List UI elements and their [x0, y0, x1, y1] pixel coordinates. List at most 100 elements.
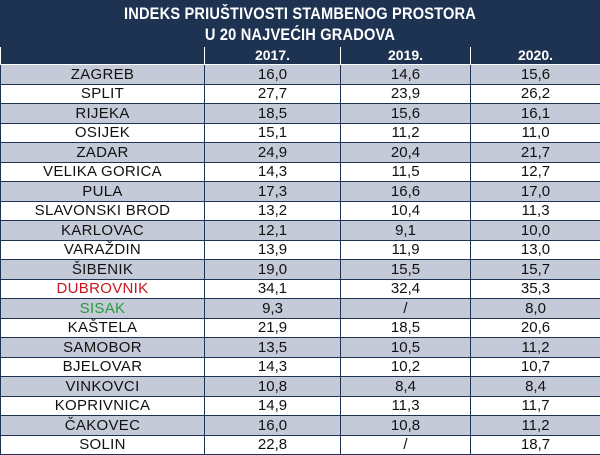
value-2019-cell: 10,8 — [341, 416, 471, 436]
value-2017-cell: 16,0 — [205, 416, 341, 436]
city-cell: KARLOVAC — [1, 221, 205, 241]
value-2017-cell: 13,5 — [205, 338, 341, 358]
city-cell: ČAKOVEC — [1, 416, 205, 436]
city-cell: ŠIBENIK — [1, 260, 205, 280]
value-2020-cell: 12,7 — [471, 162, 600, 182]
value-2017-cell: 15,1 — [205, 123, 341, 143]
value-2020-cell: 17,0 — [471, 182, 600, 202]
value-2019-cell: 32,4 — [341, 279, 471, 299]
value-2017-cell: 27,7 — [205, 84, 341, 104]
city-cell: KAŠTELA — [1, 318, 205, 338]
value-2017-cell: 14,9 — [205, 396, 341, 416]
city-cell: SLAVONSKI BROD — [1, 201, 205, 221]
value-2019-cell: 14,6 — [341, 65, 471, 85]
city-cell: SOLIN — [1, 435, 205, 455]
value-2020-cell: 10,7 — [471, 357, 600, 377]
column-header-2017: 2017. — [205, 47, 341, 65]
value-2017-cell: 10,8 — [205, 377, 341, 397]
value-2020-cell: 8,0 — [471, 299, 600, 319]
value-2020-cell: 21,7 — [471, 143, 600, 163]
value-2020-cell: 16,1 — [471, 104, 600, 124]
value-2020-cell: 13,0 — [471, 240, 600, 260]
value-2017-cell: 9,3 — [205, 299, 341, 319]
title-line-2: U 20 NAJVEĆIH GRADOVA — [42, 24, 558, 45]
city-cell: DUBROVNIK — [1, 279, 205, 299]
city-cell: SISAK — [1, 299, 205, 319]
city-cell: SAMOBOR — [1, 338, 205, 358]
value-2019-cell: 10,2 — [341, 357, 471, 377]
value-2017-cell: 13,2 — [205, 201, 341, 221]
city-cell: KOPRIVNICA — [1, 396, 205, 416]
value-2019-cell: 11,5 — [341, 162, 471, 182]
value-2020-cell: 18,7 — [471, 435, 600, 455]
value-2017-cell: 12,1 — [205, 221, 341, 241]
city-cell: PULA — [1, 182, 205, 202]
value-2019-cell: 11,2 — [341, 123, 471, 143]
value-2019-cell: 10,4 — [341, 201, 471, 221]
city-cell: BJELOVAR — [1, 357, 205, 377]
value-2019-cell: 9,1 — [341, 221, 471, 241]
value-2017-cell: 21,9 — [205, 318, 341, 338]
city-cell: ZADAR — [1, 143, 205, 163]
value-2020-cell: 35,3 — [471, 279, 600, 299]
value-2020-cell: 11,0 — [471, 123, 600, 143]
value-2017-cell: 13,9 — [205, 240, 341, 260]
table-title: INDEKS PRIUŠTIVOSTI STAMBENOG PROSTORA U… — [0, 0, 600, 47]
value-2020-cell: 11,3 — [471, 201, 600, 221]
value-2019-cell: 11,3 — [341, 396, 471, 416]
value-2020-cell: 20,6 — [471, 318, 600, 338]
value-2017-cell: 16,0 — [205, 65, 341, 85]
value-2017-cell: 14,3 — [205, 357, 341, 377]
value-2020-cell: 15,6 — [471, 65, 600, 85]
city-cell: ZAGREB — [1, 65, 205, 85]
value-2017-cell: 18,5 — [205, 104, 341, 124]
city-cell: VARAŽDIN — [1, 240, 205, 260]
city-cell: VELIKA GORICA — [1, 162, 205, 182]
value-2019-cell: 8,4 — [341, 377, 471, 397]
value-2020-cell: 15,7 — [471, 260, 600, 280]
city-cell: OSIJEK — [1, 123, 205, 143]
city-cell: RIJEKA — [1, 104, 205, 124]
column-header-city — [1, 47, 205, 65]
value-2017-cell: 24,9 — [205, 143, 341, 163]
value-2019-cell: / — [341, 299, 471, 319]
value-2019-cell: / — [341, 435, 471, 455]
value-2019-cell: 20,4 — [341, 143, 471, 163]
value-2020-cell: 10,0 — [471, 221, 600, 241]
value-2020-cell: 11,2 — [471, 416, 600, 436]
value-2019-cell: 23,9 — [341, 84, 471, 104]
value-2017-cell: 34,1 — [205, 279, 341, 299]
value-2017-cell: 19,0 — [205, 260, 341, 280]
value-2020-cell: 11,7 — [471, 396, 600, 416]
value-2017-cell: 14,3 — [205, 162, 341, 182]
value-2020-cell: 8,4 — [471, 377, 600, 397]
value-2019-cell: 15,6 — [341, 104, 471, 124]
title-line-1: INDEKS PRIUŠTIVOSTI STAMBENOG PROSTORA — [42, 3, 558, 24]
value-2017-cell: 17,3 — [205, 182, 341, 202]
value-2019-cell: 18,5 — [341, 318, 471, 338]
value-2019-cell: 16,6 — [341, 182, 471, 202]
column-header-2020: 2020. — [471, 47, 600, 65]
city-cell: VINKOVCI — [1, 377, 205, 397]
value-2020-cell: 26,2 — [471, 84, 600, 104]
